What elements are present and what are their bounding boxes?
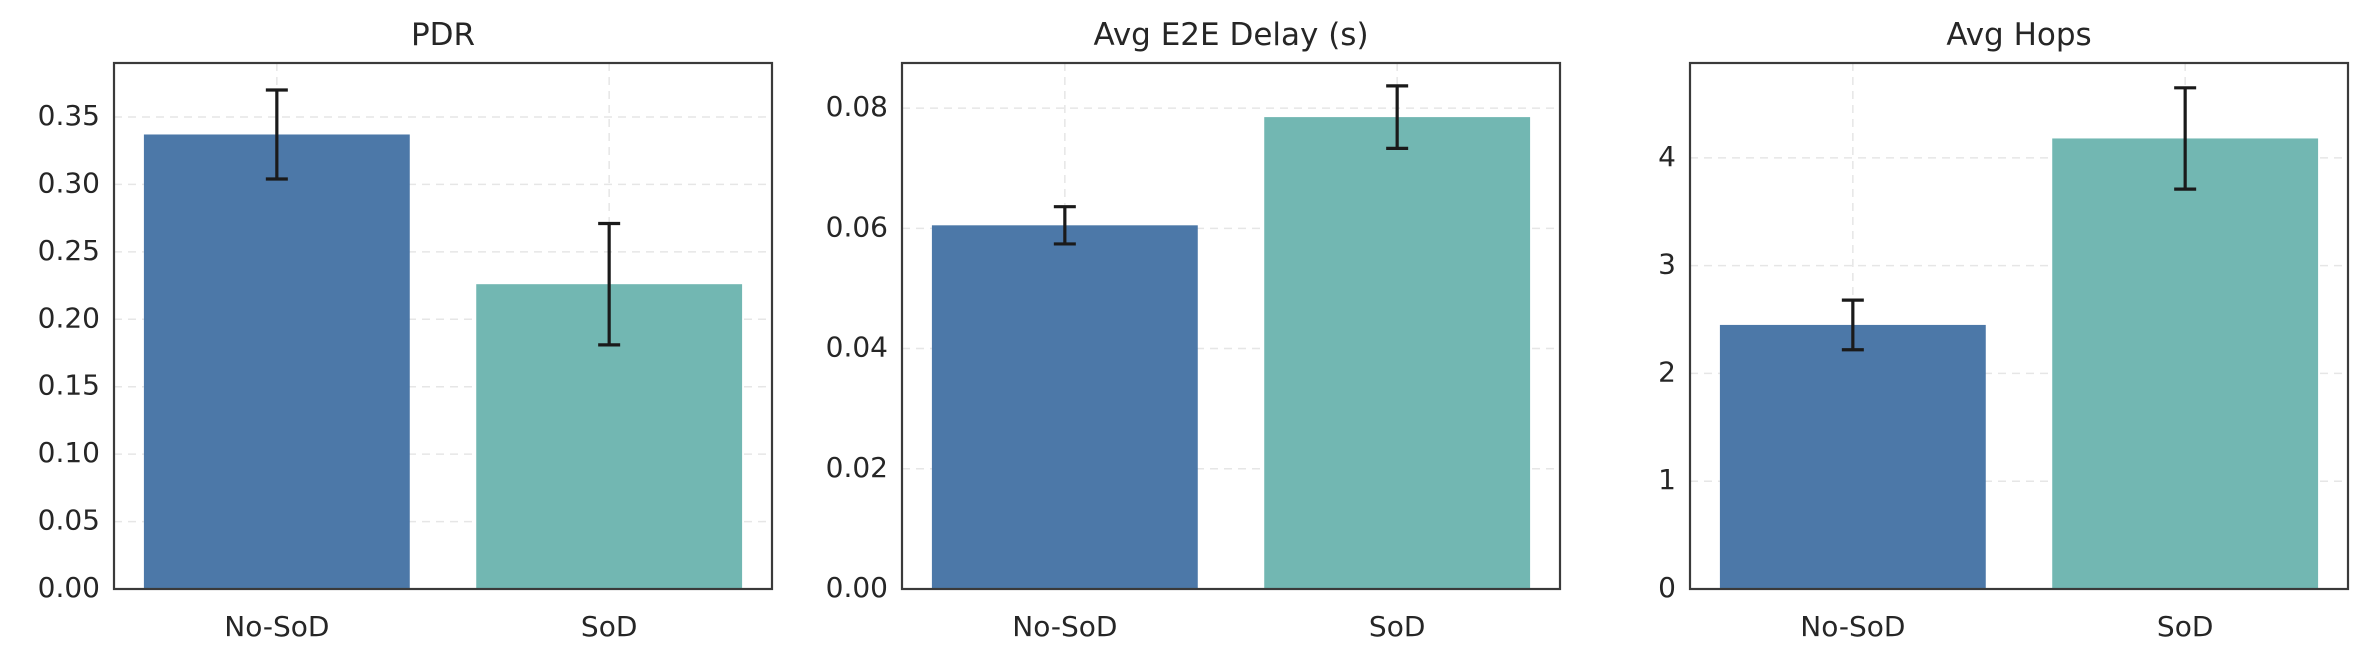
error-bar-sod — [2174, 86, 2197, 191]
y-tick-label: 0.02 — [826, 451, 888, 484]
y-tick-label: 0.30 — [38, 166, 100, 199]
y-tick-label: 0.25 — [38, 234, 100, 267]
y-tick-label: 0.05 — [38, 504, 100, 537]
x-tick-label: SoD — [1369, 610, 1425, 643]
chart-title: Avg E2E Delay (s) — [1093, 17, 1368, 53]
x-tick-label: SoD — [581, 610, 637, 643]
y-tick-label: 0.04 — [826, 331, 888, 364]
y-tick-label: 0.35 — [38, 99, 100, 132]
bar-no-sod — [931, 225, 1198, 589]
y-tick-label: 0.00 — [38, 571, 100, 604]
x-tick-label: No-SoD — [224, 610, 329, 643]
chart-panel-2: 0.00 0.02 0.04 0.06 0.08 No-SoD SoD Avg E2E Del… — [826, 17, 1562, 643]
bar-no-sod — [143, 134, 410, 589]
x-tick-label: No-SoD — [1012, 610, 1117, 643]
axes-frame — [1688, 61, 2350, 591]
y-tick-label: 0 — [1658, 571, 1676, 604]
y-tick-label: 2 — [1658, 355, 1676, 388]
y-tick-label: 0.15 — [38, 369, 100, 402]
axes-frame — [112, 61, 774, 591]
y-tick-label: 4 — [1658, 140, 1676, 173]
y-tick-label: 0.06 — [826, 210, 888, 243]
y-tick-label: 3 — [1658, 248, 1676, 281]
chart-title: Avg Hops — [1946, 17, 2091, 53]
bar-sod — [1264, 117, 1531, 590]
x-tick-label: No-SoD — [1800, 610, 1905, 643]
y-tick-label: 0.10 — [38, 436, 100, 469]
y-tick-label: 1 — [1658, 463, 1676, 496]
error-bar-sod — [598, 221, 621, 347]
chart-panel-1: 0.00 0.05 0.10 0.15 0.20 0.25 0.30 0.35 No-SoD So… — [38, 17, 774, 643]
error-bar-no-sod — [1841, 298, 1864, 352]
axes-frame — [900, 61, 1562, 591]
y-tick-label: 0.00 — [826, 571, 888, 604]
bar-sod — [2052, 138, 2319, 590]
y-tick-label: 0.20 — [38, 301, 100, 334]
error-bar-sod — [1386, 84, 1409, 150]
chart-title: PDR — [411, 17, 475, 53]
error-bar-no-sod — [265, 88, 288, 181]
error-bar-no-sod — [1053, 205, 1076, 246]
x-tick-label: SoD — [2157, 610, 2213, 643]
bar-no-sod — [1719, 324, 1986, 589]
y-tick-label: 0.08 — [826, 90, 888, 123]
chart-panel-3: 0 1 2 3 4 No-SoD SoD Avg Hops — [1658, 17, 2350, 643]
